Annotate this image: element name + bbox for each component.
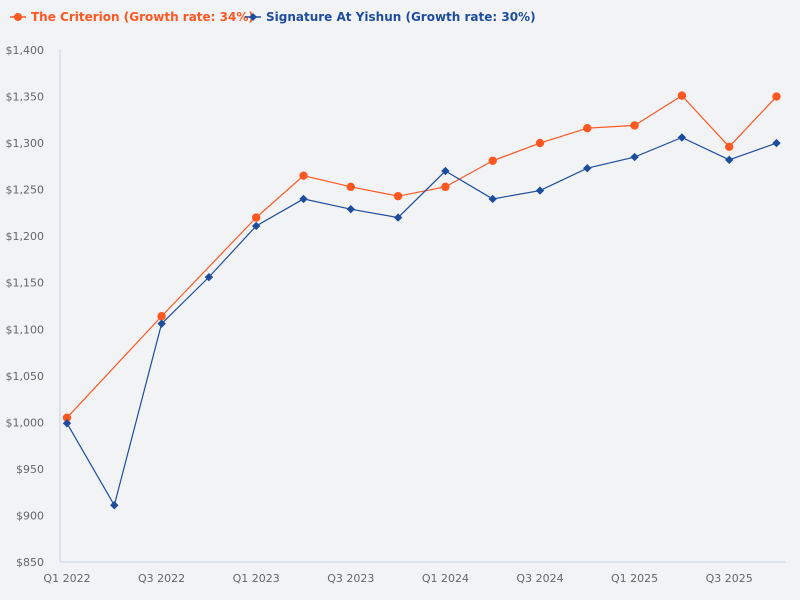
data-point[interactable] [725, 155, 734, 165]
y-tick-label: $950 [16, 463, 44, 476]
series-0 [62, 91, 781, 422]
legend: The Criterion (Growth rate: 34%) Signatur… [10, 10, 536, 24]
data-point[interactable] [157, 319, 166, 328]
data-point[interactable] [299, 171, 308, 180]
data-point[interactable] [535, 138, 545, 148]
data-point[interactable] [772, 138, 781, 148]
diamond-marker-icon [249, 13, 257, 21]
y-tick-label: $1,150 [6, 277, 45, 290]
y-tick-label: $1,000 [6, 416, 45, 429]
data-point[interactable] [677, 133, 687, 142]
y-tick-label: $1,350 [6, 91, 45, 104]
legend-label: Signature At Yishun (Growth rate: 30%) [266, 10, 536, 24]
data-point[interactable] [677, 91, 687, 100]
data-point[interactable] [772, 92, 781, 101]
data-point[interactable] [346, 182, 355, 192]
data-point[interactable] [488, 156, 497, 165]
y-tick-label: $1,200 [6, 230, 45, 243]
y-tick-label: $850 [16, 556, 44, 569]
data-point[interactable] [110, 501, 119, 510]
data-point[interactable] [393, 191, 403, 201]
x-tick-label: Q3 2023 [327, 572, 374, 585]
legend-item-1[interactable]: Signature At Yishun (Growth rate: 30%) [245, 10, 536, 24]
y-tick-label: $1,100 [6, 323, 45, 336]
y-tick-label: $1,050 [6, 370, 45, 383]
y-tick-label: $1,400 [6, 44, 45, 57]
data-point[interactable] [583, 123, 592, 133]
x-tick-label: Q3 2024 [516, 572, 563, 585]
data-point[interactable] [441, 166, 450, 176]
legend-label: The Criterion (Growth rate: 34%) [31, 10, 254, 24]
data-point[interactable] [441, 182, 450, 192]
data-point[interactable] [157, 312, 166, 321]
data-point[interactable] [393, 213, 403, 222]
x-tick-label: Q1 2024 [422, 572, 469, 585]
data-point[interactable] [630, 152, 639, 162]
series-line [66, 94, 777, 419]
data-point[interactable] [252, 221, 261, 231]
data-point[interactable] [62, 413, 72, 422]
x-tick-label: Q1 2023 [233, 572, 280, 585]
series-line [66, 136, 777, 507]
data-point[interactable] [204, 272, 214, 282]
circle-marker-icon [14, 13, 22, 21]
x-axis-ticks: Q1 2022 Q3 2022 Q1 2023 Q3 2023 Q1 2024 Q3 20… [43, 572, 752, 585]
y-axis-ticks: $850 $900 $950 $1,000 $1,050 $1,100 $1,150 $1,2… [6, 44, 45, 569]
data-point[interactable] [488, 194, 497, 204]
data-point[interactable] [62, 419, 72, 428]
x-tick-label: Q3 2025 [706, 572, 753, 585]
y-tick-label: $900 [16, 509, 44, 522]
x-tick-label: Q1 2022 [43, 572, 90, 585]
series-group [62, 91, 781, 510]
series-1 [62, 133, 781, 510]
data-point[interactable] [630, 121, 639, 130]
data-point[interactable] [535, 186, 545, 195]
data-point[interactable] [252, 213, 261, 222]
y-tick-label: $1,300 [6, 137, 45, 150]
data-point[interactable] [725, 142, 734, 152]
data-point[interactable] [583, 164, 592, 173]
x-tick-label: Q3 2022 [138, 572, 185, 585]
legend-item-0[interactable]: The Criterion (Growth rate: 34%) [10, 10, 254, 24]
y-tick-label: $1,250 [6, 184, 45, 197]
data-point[interactable] [299, 194, 308, 204]
data-point[interactable] [346, 204, 355, 214]
x-tick-label: Q1 2025 [611, 572, 658, 585]
